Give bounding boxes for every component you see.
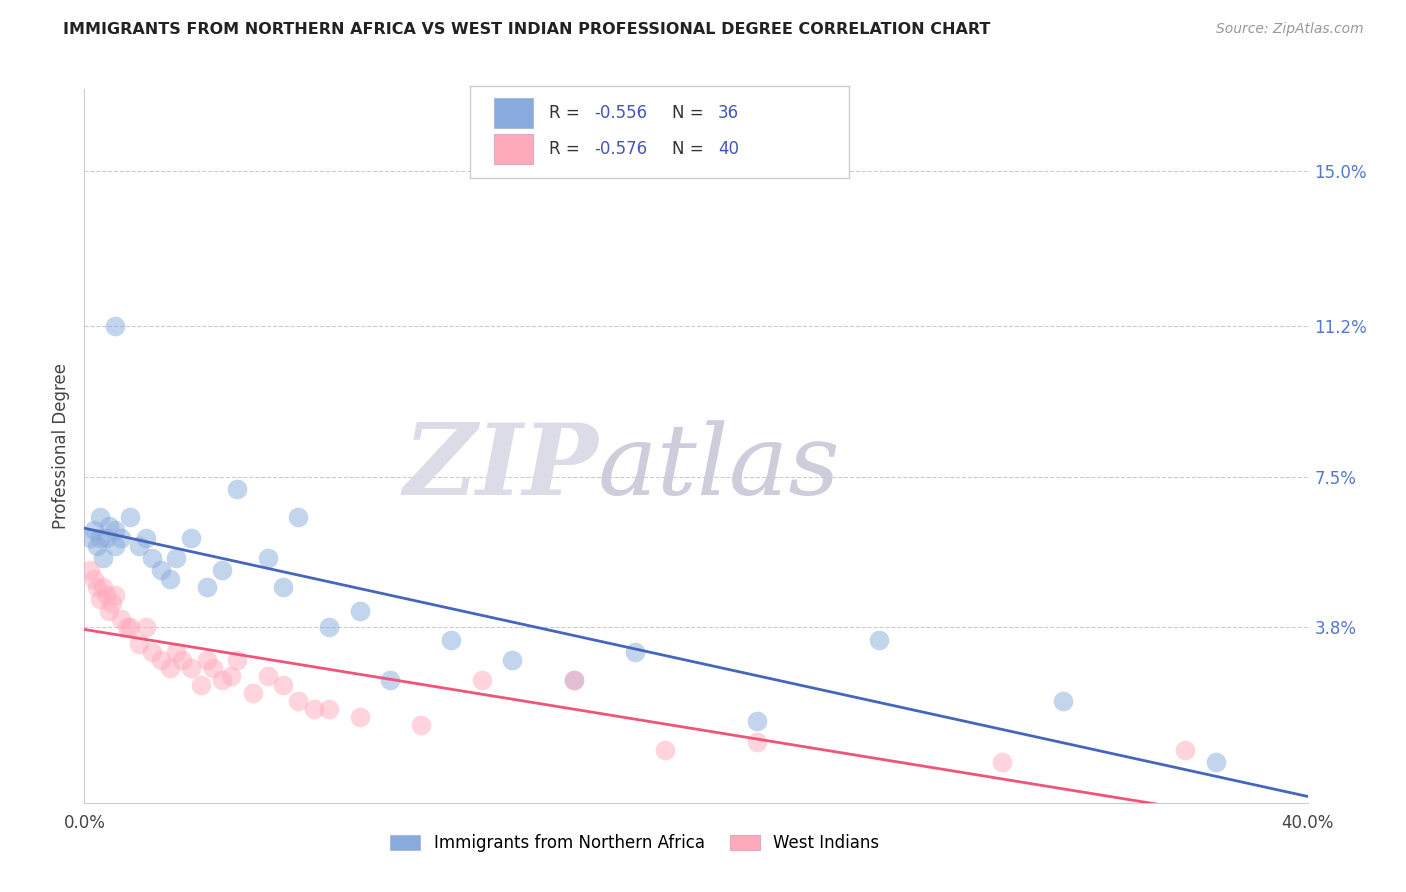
Point <box>91 551 114 566</box>
Point <box>159 661 181 675</box>
Point <box>104 523 127 537</box>
Point <box>120 620 142 634</box>
Point <box>190 677 212 691</box>
Point <box>104 588 127 602</box>
Text: N =: N = <box>672 104 709 122</box>
Legend: Immigrants from Northern Africa, West Indians: Immigrants from Northern Africa, West In… <box>384 828 886 859</box>
Point <box>195 653 218 667</box>
Point <box>869 632 891 647</box>
Text: -0.576: -0.576 <box>595 140 648 158</box>
Point <box>159 572 181 586</box>
Bar <box>494 134 533 164</box>
Point <box>349 710 371 724</box>
Point <box>287 510 309 524</box>
FancyBboxPatch shape <box>470 86 849 178</box>
Point <box>440 632 463 647</box>
Text: ZIP: ZIP <box>404 419 598 516</box>
Text: Source: ZipAtlas.com: Source: ZipAtlas.com <box>1216 22 1364 37</box>
Point <box>1052 694 1074 708</box>
Point <box>104 318 127 333</box>
Point <box>211 673 233 688</box>
Point <box>149 563 172 577</box>
Point <box>747 714 769 729</box>
Point <box>89 510 111 524</box>
Bar <box>494 98 533 128</box>
Point <box>97 518 120 533</box>
Text: 36: 36 <box>718 104 740 122</box>
Point <box>165 645 187 659</box>
Point <box>83 523 105 537</box>
Point <box>83 572 105 586</box>
Point <box>94 531 117 545</box>
Point <box>302 702 325 716</box>
Point <box>219 669 242 683</box>
Point <box>562 673 585 688</box>
Point <box>624 645 647 659</box>
Text: -0.556: -0.556 <box>595 104 648 122</box>
Point <box>654 743 676 757</box>
Point <box>94 588 117 602</box>
Point <box>318 620 340 634</box>
Text: R =: R = <box>550 104 585 122</box>
Point <box>104 539 127 553</box>
Point <box>471 673 494 688</box>
Point <box>128 637 150 651</box>
Point <box>165 551 187 566</box>
Point <box>502 653 524 667</box>
Point <box>211 563 233 577</box>
Point <box>86 539 108 553</box>
Point <box>1174 743 1197 757</box>
Point <box>79 563 101 577</box>
Point <box>172 653 194 667</box>
Point <box>257 551 280 566</box>
Point <box>271 677 294 691</box>
Point <box>120 510 142 524</box>
Point <box>349 604 371 618</box>
Point <box>242 686 264 700</box>
Point <box>257 669 280 683</box>
Point <box>991 755 1014 769</box>
Point <box>271 580 294 594</box>
Point <box>115 620 138 634</box>
Text: R =: R = <box>550 140 585 158</box>
Point <box>135 531 157 545</box>
Point <box>1205 755 1227 769</box>
Point <box>149 653 172 667</box>
Point <box>89 531 111 545</box>
Point <box>141 645 163 659</box>
Point <box>195 580 218 594</box>
Point <box>747 734 769 748</box>
Point <box>562 673 585 688</box>
Text: IMMIGRANTS FROM NORTHERN AFRICA VS WEST INDIAN PROFESSIONAL DEGREE CORRELATION C: IMMIGRANTS FROM NORTHERN AFRICA VS WEST … <box>63 22 991 37</box>
Point <box>180 531 202 545</box>
Point <box>101 596 124 610</box>
Y-axis label: Professional Degree: Professional Degree <box>52 363 70 529</box>
Point <box>201 661 224 675</box>
Point <box>79 531 101 545</box>
Point <box>91 580 114 594</box>
Point <box>380 673 402 688</box>
Point <box>86 580 108 594</box>
Point <box>135 620 157 634</box>
Point <box>110 531 132 545</box>
Point <box>180 661 202 675</box>
Point <box>226 482 249 496</box>
Text: N =: N = <box>672 140 709 158</box>
Point <box>141 551 163 566</box>
Text: 40: 40 <box>718 140 740 158</box>
Point <box>89 591 111 606</box>
Point <box>110 612 132 626</box>
Point <box>128 539 150 553</box>
Point <box>97 604 120 618</box>
Point <box>226 653 249 667</box>
Point <box>287 694 309 708</box>
Point <box>409 718 432 732</box>
Text: atlas: atlas <box>598 420 841 515</box>
Point <box>318 702 340 716</box>
